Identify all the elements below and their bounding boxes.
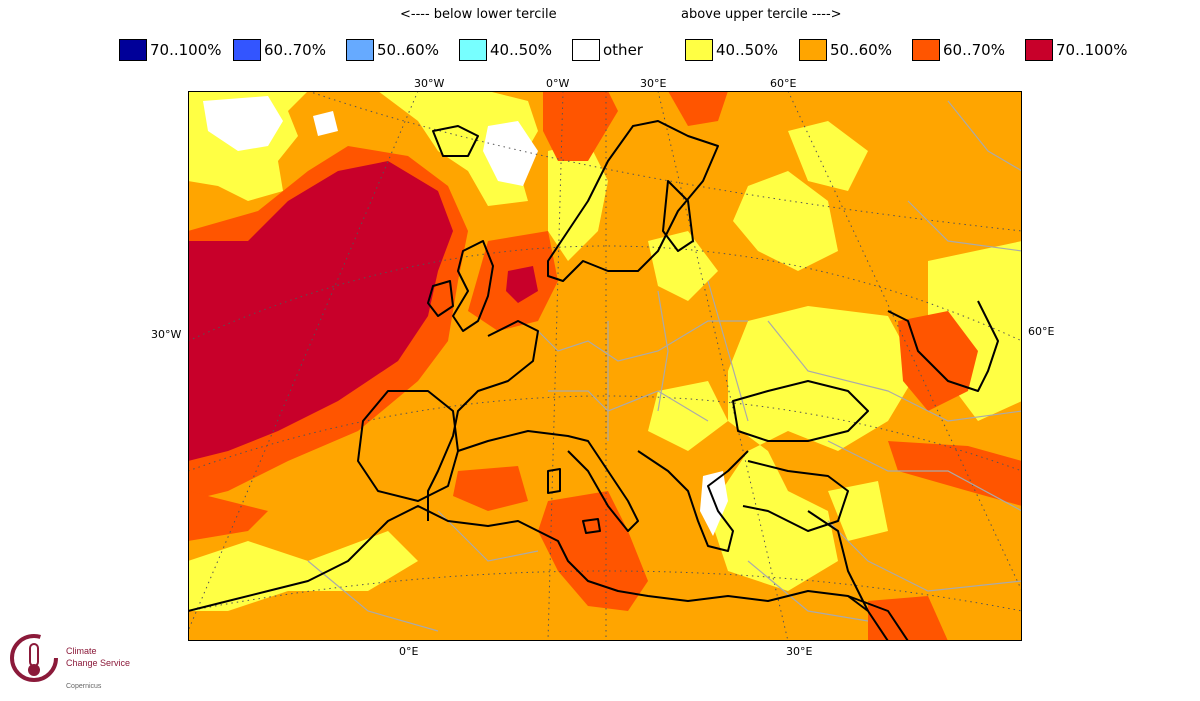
above-tercile-note: above upper tercile ---->	[681, 7, 842, 22]
graticule-lines	[188, 91, 1022, 641]
graticule-label-bottom: 30°E	[786, 645, 813, 658]
logo-line2: Change Service	[66, 658, 130, 668]
region-above-40-50	[733, 171, 838, 271]
legend-item-below-70-100: 70..100%	[119, 37, 222, 63]
legend-item-above-60-70: 60..70%	[912, 37, 1005, 63]
region-above-70-100	[506, 266, 538, 303]
region-above-60-70	[868, 596, 948, 641]
coastlines	[188, 120, 999, 641]
below-tercile-note: <---- below lower tercile	[400, 7, 557, 22]
region-above-40-50	[788, 121, 868, 191]
legend-swatch	[1025, 39, 1053, 61]
legend-item-below-60-70: 60..70%	[233, 37, 326, 63]
copernicus-logo: Climate Change Service Copernicus	[10, 634, 130, 690]
legend-label: 50..60%	[830, 41, 892, 59]
region-above-40-50	[708, 306, 918, 591]
legend-item-above-50-60: 50..60%	[799, 37, 892, 63]
graticule-label-top: 30°W	[414, 77, 445, 90]
legend-swatch	[233, 39, 261, 61]
legend-item-above-70-100: 70..100%	[1025, 37, 1128, 63]
legend-label: 50..60%	[377, 41, 439, 59]
graticule-label-top: 60°E	[770, 77, 797, 90]
thermometer-bulb	[28, 664, 40, 676]
legend-swatch	[685, 39, 713, 61]
legend-label: 40..50%	[716, 41, 778, 59]
legend-swatch	[346, 39, 374, 61]
legend-item-below-50-60: 50..60%	[346, 37, 439, 63]
logo-line1: Climate	[66, 646, 97, 656]
legend-label: other	[603, 41, 643, 59]
legend-label: 70..100%	[150, 41, 222, 59]
region-above-60-70	[668, 91, 728, 126]
region-above-40-50	[188, 531, 418, 611]
legend-swatch	[119, 39, 147, 61]
legend-label: 60..70%	[943, 41, 1005, 59]
region-other	[313, 111, 338, 136]
legend-item-below-40-50: 40..50%	[459, 37, 552, 63]
graticule-label-top: 30°E	[640, 77, 667, 90]
legend-item-other: other	[572, 37, 643, 63]
region-above-60-70	[188, 491, 268, 541]
graticule-label-top: 0°W	[546, 77, 570, 90]
region-above-60-70	[543, 91, 618, 161]
region-above-40-50	[828, 481, 888, 541]
graticule-label-right: 60°E	[1028, 325, 1055, 338]
legend-label: 40..50%	[490, 41, 552, 59]
logo-ring	[10, 634, 58, 682]
map-frame	[188, 91, 1022, 641]
region-above-40-50	[548, 141, 608, 261]
legend-swatch	[912, 39, 940, 61]
legend-item-above-40-50: 40..50%	[685, 37, 778, 63]
region-above-40-50	[648, 381, 728, 451]
region-other	[203, 96, 283, 151]
legend-label: 70..100%	[1056, 41, 1128, 59]
legend-swatch	[459, 39, 487, 61]
country-borders	[307, 100, 1022, 632]
thermometer-icon	[29, 643, 39, 667]
logo-line3: Copernicus	[66, 683, 102, 690]
legend-label: 60..70%	[264, 41, 326, 59]
graticule-label-bottom: 0°E	[399, 645, 419, 658]
region-above-60-70	[453, 466, 528, 511]
region-above-60-70	[898, 311, 978, 411]
legend-swatch	[799, 39, 827, 61]
region-other	[483, 121, 538, 186]
region-above-70-100	[188, 161, 453, 461]
probability-legend: 70..100% 60..70% 50..60% 40..50% other 4…	[0, 37, 1200, 63]
region-above-60-70	[888, 441, 1022, 506]
region-above-40-50	[648, 231, 718, 301]
graticule-label-left: 30°W	[151, 328, 182, 341]
legend-swatch	[572, 39, 600, 61]
tercile-probability-map	[188, 91, 1022, 641]
